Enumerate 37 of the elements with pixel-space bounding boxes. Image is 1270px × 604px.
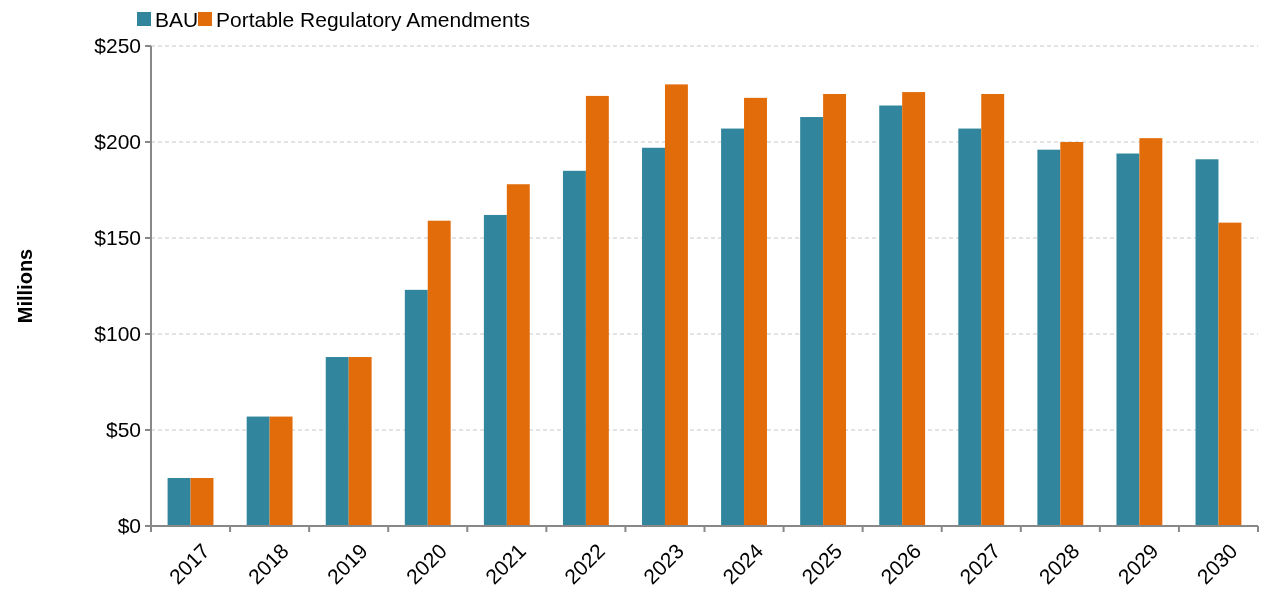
bar: [981, 94, 1005, 526]
bar: [1060, 142, 1084, 526]
bar: [958, 128, 982, 526]
bar: [506, 184, 530, 526]
bar: [404, 289, 428, 526]
bar: [902, 92, 926, 526]
y-tick-label: $250: [94, 34, 141, 58]
y-tick-label: $200: [94, 130, 141, 154]
bar: [585, 95, 609, 526]
bar: [167, 478, 191, 526]
bar: [348, 357, 372, 526]
bar: [1116, 153, 1140, 526]
bar: [269, 416, 293, 526]
bar: [427, 220, 451, 526]
bar: [325, 357, 349, 526]
bar: [190, 478, 214, 526]
bar: [823, 94, 847, 526]
legend-label: Portable Regulatory Amendments: [216, 8, 531, 32]
legend-label: BAU: [155, 8, 199, 32]
bar: [1139, 138, 1163, 526]
bar: [721, 128, 745, 526]
y-tick-label: $150: [94, 226, 141, 250]
bar: [1195, 159, 1219, 526]
y-tick-label: $50: [105, 418, 141, 442]
bar: [1037, 149, 1061, 526]
y-axis-title: Millions: [14, 248, 36, 324]
y-tick-label: $0: [117, 514, 141, 538]
bar: [642, 147, 665, 526]
bar: [1218, 222, 1242, 526]
bar: [483, 214, 507, 526]
bar: [800, 117, 824, 526]
bar: [246, 416, 270, 526]
bar: [744, 97, 767, 526]
y-tick-label: $100: [94, 322, 141, 346]
bar: [879, 105, 903, 526]
bar: [664, 84, 688, 526]
bar: [562, 170, 586, 526]
